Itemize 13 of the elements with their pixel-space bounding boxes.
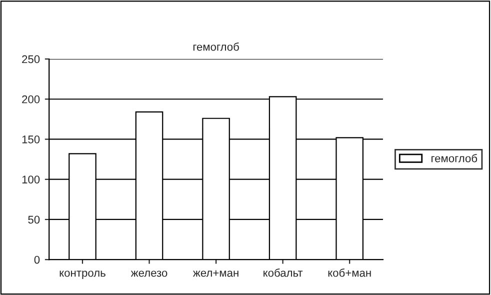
y-tick-label: 250 xyxy=(22,55,40,64)
x-tick-label: контроль xyxy=(60,270,106,279)
legend-label: гемоглоб xyxy=(432,154,478,162)
x-tick-label: кобальт xyxy=(264,268,303,277)
y-tick-label: 200 xyxy=(22,95,40,104)
y-tick-label: 100 xyxy=(22,176,40,184)
x-tick-label: жел+ман xyxy=(192,270,238,277)
chart-title: гемоглоб xyxy=(193,42,239,51)
x-tick-label: железо xyxy=(130,270,168,277)
y-tick-label: 50 xyxy=(28,216,40,224)
y-tick-label: 150 xyxy=(22,136,40,144)
y-tick-label: 0 xyxy=(34,256,40,264)
x-tick-label: коб+ман xyxy=(328,268,371,277)
